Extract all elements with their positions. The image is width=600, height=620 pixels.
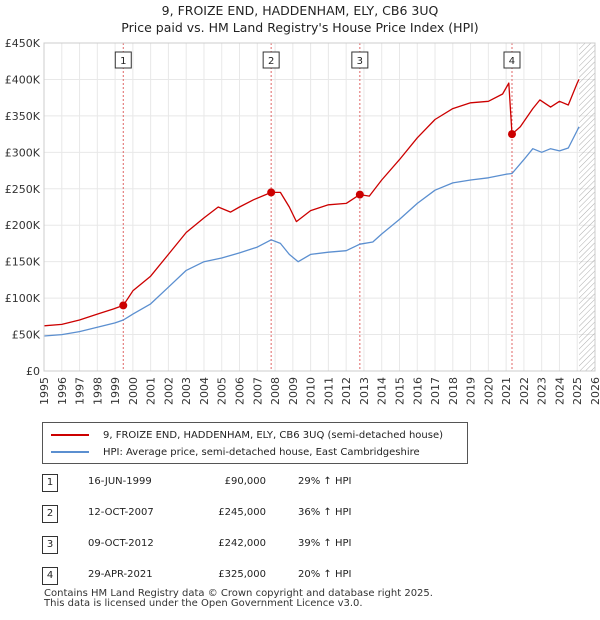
legend-label-property: 9, FROIZE END, HADDENHAM, ELY, CB6 3UQ (… (103, 429, 444, 441)
x-tick-label: 2004 (198, 377, 211, 405)
sale-hpi-change: 36% ↑ HPI (298, 507, 352, 518)
x-tick-label: 2000 (127, 377, 140, 405)
sale-date: 12-OCT-2007 (88, 507, 154, 518)
sale-hpi-change: 29% ↑ HPI (298, 476, 352, 487)
x-tick-label: 1998 (91, 377, 104, 405)
y-tick-label: £0 (26, 365, 40, 378)
x-tick-label: 2007 (251, 377, 264, 405)
sale-label-box (351, 51, 369, 69)
sale-number-badge: 3 (42, 536, 58, 554)
x-tick-label: 2012 (340, 377, 353, 405)
y-tick-label: £50K (12, 329, 41, 342)
x-tick-label: 2010 (305, 377, 318, 405)
sale-label-number: 1 (120, 56, 126, 67)
sale-row: 3 09-OCT-2012 £242,000 39% ↑ HPI (42, 536, 462, 556)
sale-hpi-change: 20% ↑ HPI (298, 569, 352, 580)
plot-border (43, 42, 596, 372)
x-tick-label: 2003 (180, 377, 193, 405)
sale-price: £325,000 (218, 569, 266, 580)
x-tick-label: 1995 (38, 377, 51, 405)
sale-label-number: 3 (357, 56, 363, 67)
sale-number-badge: 2 (42, 505, 58, 523)
sale-label-box (114, 51, 132, 69)
footer: Contains HM Land Registry data © Crown c… (44, 589, 433, 609)
sale-label-box (262, 51, 280, 69)
x-tick-label: 2017 (429, 377, 442, 405)
sale-row: 1 16-JUN-1999 £90,000 29% ↑ HPI (42, 474, 462, 494)
sale-row: 4 29-APR-2021 £325,000 20% ↑ HPI (42, 567, 462, 587)
legend: 9, FROIZE END, HADDENHAM, ELY, CB6 3UQ (… (42, 422, 468, 464)
y-tick-label: £450K (5, 37, 41, 50)
sale-number-badge: 4 (42, 567, 58, 585)
sale-date: 29-APR-2021 (88, 569, 153, 580)
sale-label-number: 2 (268, 56, 274, 67)
x-tick-label: 2020 (482, 377, 495, 405)
plot-area (44, 43, 595, 371)
sale-price: £242,000 (218, 538, 266, 549)
x-tick-label: 2008 (269, 377, 282, 405)
x-tick-label: 2009 (287, 377, 300, 405)
x-tick-label: 1996 (56, 377, 69, 405)
legend-item-property: 9, FROIZE END, HADDENHAM, ELY, CB6 3UQ (… (51, 427, 443, 443)
sale-row: 2 12-OCT-2007 £245,000 36% ↑ HPI (42, 505, 462, 525)
x-tick-label: 2013 (358, 377, 371, 405)
x-tick-label: 2018 (447, 377, 460, 405)
x-tick-label: 2023 (536, 377, 549, 405)
legend-swatch-property (51, 434, 89, 436)
sale-label-box (503, 51, 521, 69)
sale-point (119, 301, 128, 310)
x-tick-label: 2025 (571, 377, 584, 405)
y-tick-label: £150K (5, 256, 41, 269)
sale-price: £245,000 (218, 507, 266, 518)
x-tick-label: 2024 (553, 377, 566, 405)
sale-date: 09-OCT-2012 (88, 538, 154, 549)
sale-label-number: 4 (509, 56, 515, 67)
chart-title: 9, FROIZE END, HADDENHAM, ELY, CB6 3UQ (161, 3, 439, 18)
x-tick-label: 2002 (162, 377, 175, 405)
sale-date: 16-JUN-1999 (88, 476, 152, 487)
legend-item-hpi: HPI: Average price, semi-detached house,… (51, 444, 420, 460)
x-tick-label: 2022 (518, 377, 531, 405)
sale-number-badge: 1 (42, 474, 58, 492)
sale-hpi-change: 39% ↑ HPI (298, 538, 352, 549)
y-tick-label: £100K (5, 292, 41, 305)
x-tick-label: 2001 (145, 377, 158, 405)
price-chart: 1 2 3 4 £0 £50K £100K £150K £200K £250K £300K £350… (5, 37, 600, 405)
sale-price: £90,000 (224, 476, 266, 487)
x-tick-label: 2005 (216, 377, 229, 405)
x-tick-label: 2006 (234, 377, 247, 405)
y-tick-label: £250K (5, 183, 41, 196)
y-tick-label: £350K (5, 110, 41, 123)
x-tick-label: 2026 (589, 377, 600, 405)
forecast-hatch (579, 43, 595, 371)
x-tick-label: 2015 (393, 377, 406, 405)
sale-point (267, 188, 276, 197)
chart-subtitle: Price paid vs. HM Land Registry's House … (121, 20, 479, 35)
sale-point (507, 130, 516, 139)
property-price-line (43, 79, 580, 327)
x-tick-label: 2021 (500, 377, 513, 405)
x-tick-label: 2014 (376, 377, 389, 405)
legend-swatch-hpi (51, 451, 89, 453)
hpi-line (43, 126, 580, 337)
x-tick-label: 2019 (465, 377, 478, 405)
footer-copyright: Contains HM Land Registry data © Crown c… (44, 588, 433, 599)
x-tick-label: 2016 (411, 377, 424, 405)
sale-point (355, 190, 364, 199)
legend-label-hpi: HPI: Average price, semi-detached house,… (103, 446, 420, 458)
y-tick-label: £200K (5, 219, 41, 232)
y-tick-label: £300K (5, 146, 41, 159)
x-tick-label: 2011 (322, 377, 335, 405)
x-tick-label: 1997 (74, 377, 87, 405)
y-tick-label: £400K (5, 73, 41, 86)
footer-licence: This data is licensed under the Open Gov… (44, 598, 363, 609)
x-tick-label: 1999 (109, 377, 122, 405)
